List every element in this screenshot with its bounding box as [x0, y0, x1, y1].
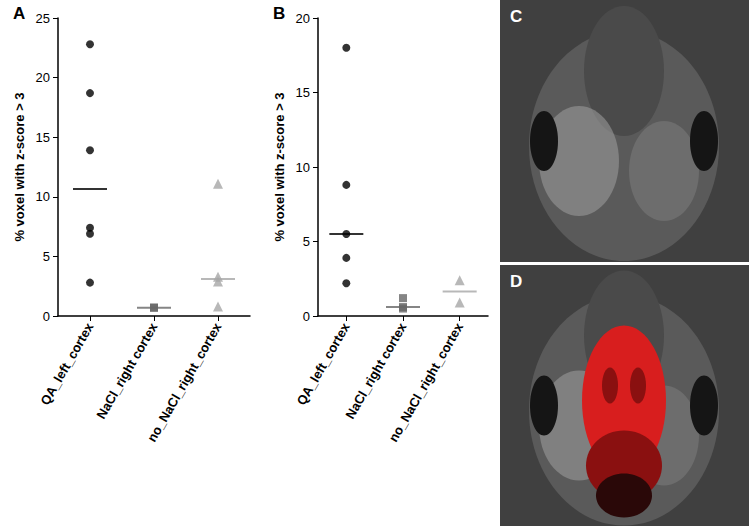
svg-text:NaCl_right cortex: NaCl_right cortex	[342, 320, 409, 422]
svg-text:0: 0	[43, 309, 50, 324]
svg-text:no_NaCl_right_cortex: no_NaCl_right_cortex	[386, 320, 467, 445]
svg-text:5: 5	[303, 234, 310, 249]
svg-text:% voxel with z-score > 3: % voxel with z-score > 3	[12, 92, 27, 241]
svg-text:20: 20	[36, 70, 50, 85]
svg-text:% voxel with z-score > 3: % voxel with z-score > 3	[272, 92, 287, 241]
svg-text:15: 15	[36, 130, 50, 145]
svg-text:NaCl_right cortex: NaCl_right cortex	[93, 320, 160, 422]
svg-text:C: C	[510, 7, 522, 26]
svg-text:QA_left_cortex: QA_left_cortex	[37, 320, 97, 408]
svg-text:no_NaCl_right_cortex: no_NaCl_right_cortex	[144, 320, 225, 445]
svg-text:B: B	[273, 4, 285, 23]
svg-text:A: A	[13, 4, 25, 23]
svg-text:20: 20	[296, 11, 310, 26]
svg-text:10: 10	[36, 189, 50, 204]
svg-text:10: 10	[296, 160, 310, 175]
svg-text:15: 15	[296, 85, 310, 100]
svg-text:5: 5	[43, 249, 50, 264]
svg-text:25: 25	[36, 11, 50, 26]
svg-text:0: 0	[303, 309, 310, 324]
svg-text:QA_left_cortex: QA_left_cortex	[294, 320, 354, 408]
svg-text:D: D	[510, 272, 522, 291]
